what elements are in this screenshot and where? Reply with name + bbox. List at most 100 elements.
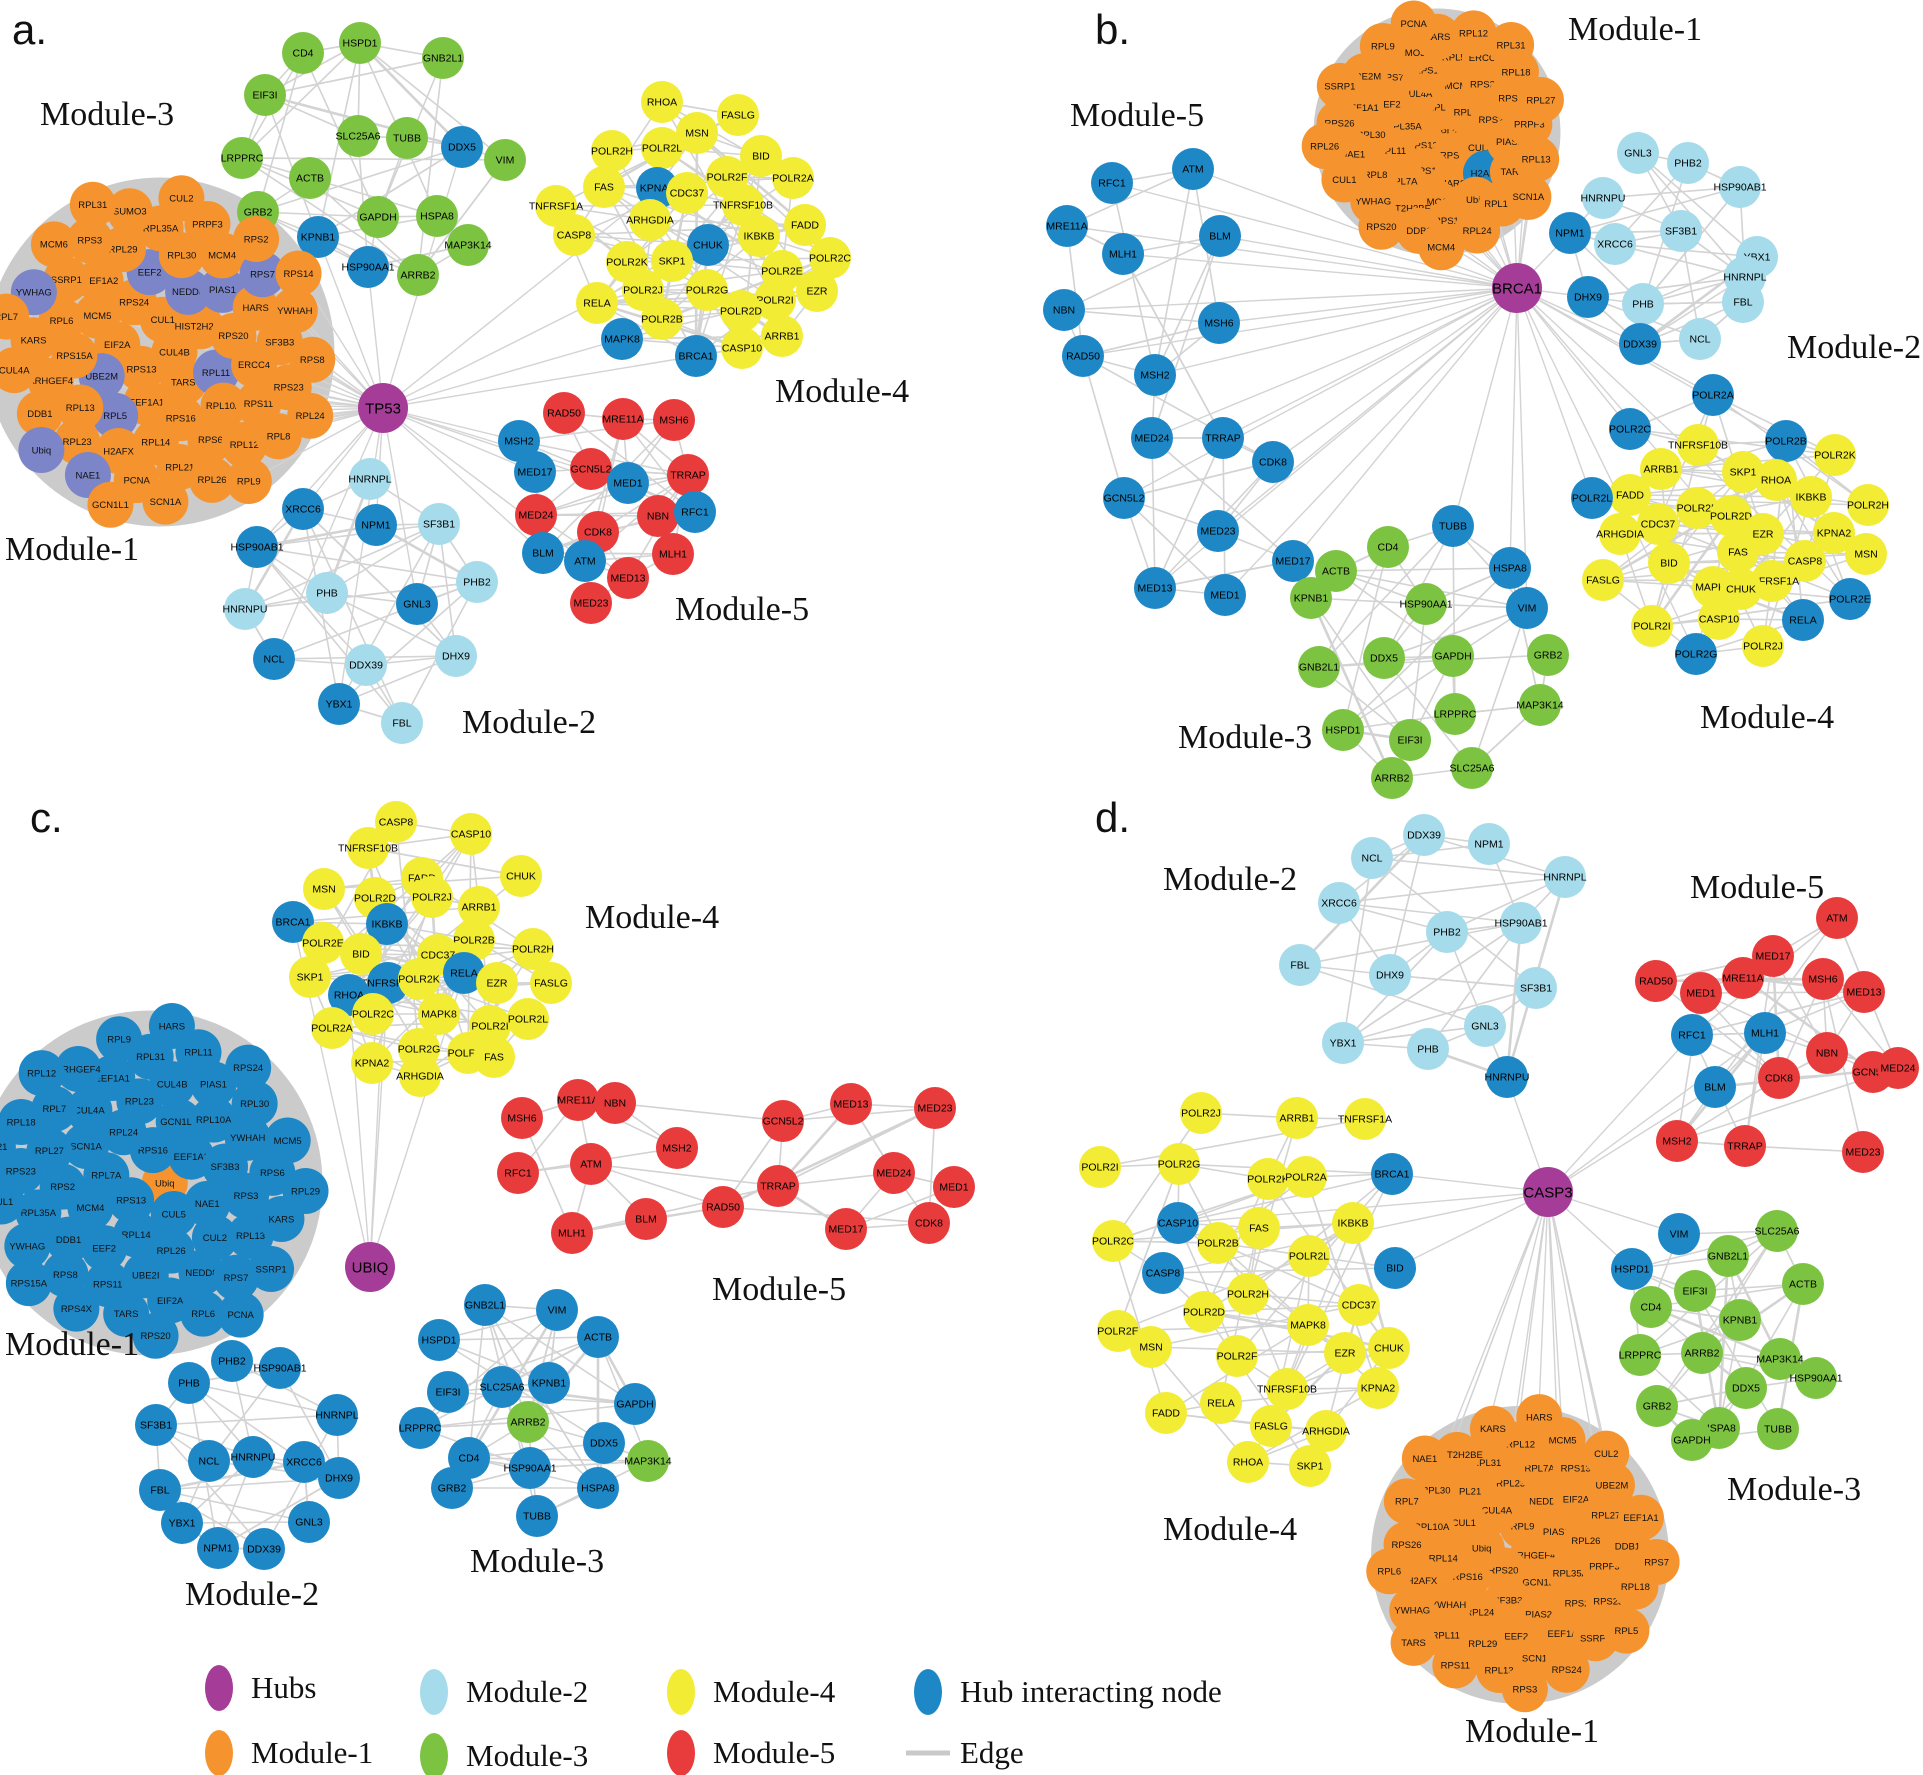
node-GNB2L1 (464, 1284, 506, 1326)
node-label: SKP1 (1730, 467, 1757, 479)
node-POLR2H (1227, 1273, 1269, 1315)
node-label: RPL7A (1387, 176, 1418, 187)
edge (1655, 980, 1780, 1079)
edge (317, 146, 463, 238)
edge (264, 94, 319, 238)
edge (571, 1185, 779, 1234)
node-label: RPL29 (1468, 1639, 1497, 1650)
edge (1335, 567, 1511, 572)
node-label: GCN5L2 (571, 464, 612, 476)
edge (1587, 276, 1746, 298)
node-MED24 (873, 1152, 915, 1194)
node-label: YWHAG (1355, 196, 1391, 207)
node-TRRAP (757, 1165, 799, 1207)
node-GNL3 (288, 1501, 330, 1543)
node-EIF3I (1674, 1270, 1716, 1312)
node-MSH6 (1802, 958, 1844, 1000)
node-label: YBX1 (1330, 1038, 1357, 1050)
node-IKBKB (1790, 476, 1832, 518)
node-label: POLR2L (642, 143, 682, 155)
node-TRRAP (1724, 1125, 1766, 1167)
node-label: RPL23 (125, 1097, 154, 1108)
node-HSP90AB1 (259, 1347, 301, 1389)
node-KPNA2 (1813, 512, 1855, 554)
node-POLR2H (591, 130, 633, 172)
node-NBN (594, 1082, 636, 1124)
node-label: YWHAH (1431, 1600, 1467, 1611)
node-BID (740, 135, 782, 177)
node-label: HARS (1440, 178, 1466, 189)
node-EIF3I (244, 74, 286, 116)
edge (1509, 287, 1518, 569)
edge (1656, 1230, 1778, 1407)
node-label: EZR (1335, 1348, 1356, 1360)
edge (241, 42, 361, 159)
node-label: RPL30 (167, 251, 196, 262)
node-label: RPS26 (1391, 1540, 1421, 1551)
node-label: MED13 (1846, 987, 1881, 999)
module-name-label: Module-3 (40, 96, 174, 133)
node-label: MED1 (1210, 590, 1239, 602)
node-label: BLM (635, 1214, 657, 1226)
node-SF3B1 (1515, 967, 1557, 1009)
node-SSRP1 (248, 1246, 295, 1293)
node-label: EEF2 (1504, 1631, 1528, 1642)
edge (1389, 974, 1537, 989)
node-SCN1A (142, 478, 189, 525)
edge (348, 994, 371, 1268)
node-label: MSH6 (507, 1113, 536, 1125)
node-HSP90AA1 (509, 1447, 551, 1489)
node-DHX9 (1567, 276, 1609, 318)
edge (1151, 235, 1221, 439)
node-label: MLH1 (659, 549, 687, 561)
node-label: TRRAP (760, 1181, 796, 1193)
hub-node-TP53 (358, 383, 408, 433)
node-label: ERCC4 (238, 360, 270, 371)
node-label: RPL14 (141, 438, 170, 449)
node-VIM (1658, 1213, 1700, 1255)
edge (1224, 287, 1518, 596)
node-label: POLR2B (1197, 1238, 1238, 1250)
node-label: YWHAG (9, 1241, 45, 1252)
node-CASP8 (1784, 540, 1826, 582)
node-label: RPS3 (1512, 1685, 1537, 1696)
edge (695, 131, 807, 227)
node-DDX39 (345, 644, 387, 686)
edge (1123, 287, 1518, 499)
node-label: POLR2J (1181, 1108, 1221, 1120)
node-RPS3 (66, 217, 113, 264)
node-RPS14 (275, 250, 322, 297)
node-CHUK (500, 855, 542, 897)
node-GCN5L2 (570, 448, 612, 490)
node-EZR (796, 270, 838, 312)
node-label: KARS (21, 336, 47, 347)
node-label: RPL7 (1395, 1497, 1419, 1508)
node-label: DHX9 (442, 651, 470, 663)
node-HNRNPU (232, 1436, 274, 1478)
edge (244, 523, 440, 610)
edge (1286, 1173, 1393, 1390)
node-POLR2A (1692, 374, 1734, 416)
node-POLR2E (1097, 1310, 1139, 1352)
node-label: RPL29 (108, 244, 137, 255)
node-label: LRPPRC (221, 153, 264, 165)
node-label: RPL11 (1432, 1631, 1460, 1642)
node-label: MSN (1854, 549, 1877, 561)
node-label: EIF2A (1563, 1495, 1590, 1506)
node-label: MSN (1139, 1342, 1162, 1354)
node-label: NEDD8 (185, 1268, 217, 1279)
node-label: RPL24 (109, 1128, 138, 1139)
node-label: TRRAP (1205, 433, 1241, 445)
node-label: POLR2G (686, 285, 729, 297)
node-HSPA8 (1489, 547, 1531, 589)
node-label: POLR2E (1097, 1326, 1138, 1338)
node-CUL4A (0, 347, 38, 394)
node-GRB2 (1527, 634, 1569, 676)
edge (1338, 902, 1522, 924)
node-POLR2G (1675, 633, 1717, 675)
node-label: RPL31 (78, 200, 107, 211)
module-name-label: Module-1 (1465, 1713, 1599, 1750)
node-label: RPS24 (233, 1063, 263, 1074)
node-NPM1 (1549, 212, 1591, 254)
node-MED17 (514, 451, 556, 493)
